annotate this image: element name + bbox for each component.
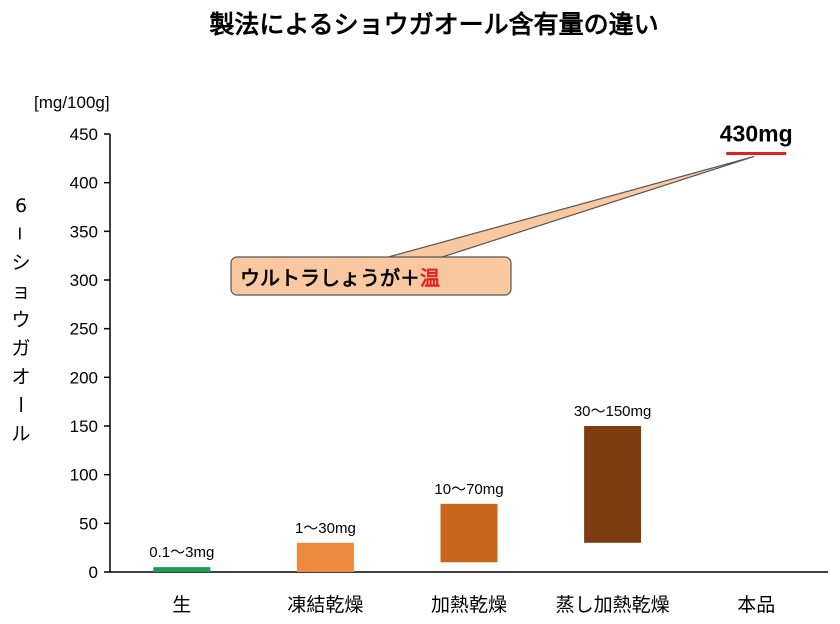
y-axis-title-char: ー xyxy=(9,395,31,414)
callout-pointer xyxy=(380,155,755,260)
chart-title: 製法によるショウガオール含有量の違い xyxy=(208,10,658,39)
y-axis-title-char: シ xyxy=(11,252,30,274)
data-label: 1〜30mg xyxy=(295,520,356,537)
y-axis-title-char: ガ xyxy=(11,338,30,360)
bars xyxy=(153,151,787,572)
y-axis-title: 6 − ショウガオール xyxy=(9,195,31,445)
y-tick-label: 50 xyxy=(79,514,98,533)
category-label: 生 xyxy=(172,594,191,616)
bar xyxy=(296,542,354,572)
category-label: 蒸し加熱乾燥 xyxy=(556,594,670,616)
category-label: 加熱乾燥 xyxy=(431,594,507,616)
y-axis-title-char: オ xyxy=(11,366,30,388)
data-label: 0.1〜3mg xyxy=(149,544,214,561)
data-label: 30〜150mg xyxy=(574,403,652,420)
data-label: 10〜70mg xyxy=(434,481,503,498)
y-tick-label: 300 xyxy=(70,271,98,290)
y-tick-label: 100 xyxy=(70,466,98,485)
callout-text-main: ウルトラしょうが＋ xyxy=(240,266,420,290)
data-label: 430mg xyxy=(720,120,793,146)
y-tick-label: 450 xyxy=(70,125,98,144)
axes xyxy=(109,134,828,573)
data-labels: 0.1〜3mg 1〜30mg 10〜70mg 30〜150mg 430mg xyxy=(149,120,792,561)
callout-seam xyxy=(381,258,437,261)
y-axis-title-char: 6 xyxy=(15,195,27,217)
bar xyxy=(153,567,211,572)
y-tick-label: 150 xyxy=(70,417,98,436)
y-tick-label: 200 xyxy=(70,368,98,387)
y-axis-title-char: ウ xyxy=(11,309,30,331)
y-axis-title-char: ョ xyxy=(11,281,30,303)
bar xyxy=(440,503,498,563)
callout-text: ウルトラしょうが＋温 xyxy=(240,266,440,290)
y-axis-title-char: − xyxy=(9,226,31,242)
y-tick-label: 350 xyxy=(70,222,98,241)
category-label: 凍結乾燥 xyxy=(287,594,363,616)
annotation-callout: ウルトラしょうが＋温 xyxy=(230,155,755,296)
y-axis-title-char: ル xyxy=(11,423,30,445)
y-tick-label: 0 xyxy=(89,563,98,582)
y-tick-label: 400 xyxy=(70,174,98,193)
y-tick-label: 250 xyxy=(70,320,98,339)
callout-box xyxy=(230,256,512,296)
category-labels: 生 凍結乾燥 加熱乾燥 蒸し加熱乾燥 本品 xyxy=(172,594,775,616)
bar xyxy=(584,426,642,543)
callout-text-accent: 温 xyxy=(420,266,440,290)
category-label: 本品 xyxy=(737,594,775,616)
y-ticks: 0 50 100 150 200 250 300 350 400 450 xyxy=(70,125,110,582)
y-unit-label: [mg/100g] xyxy=(34,93,110,112)
